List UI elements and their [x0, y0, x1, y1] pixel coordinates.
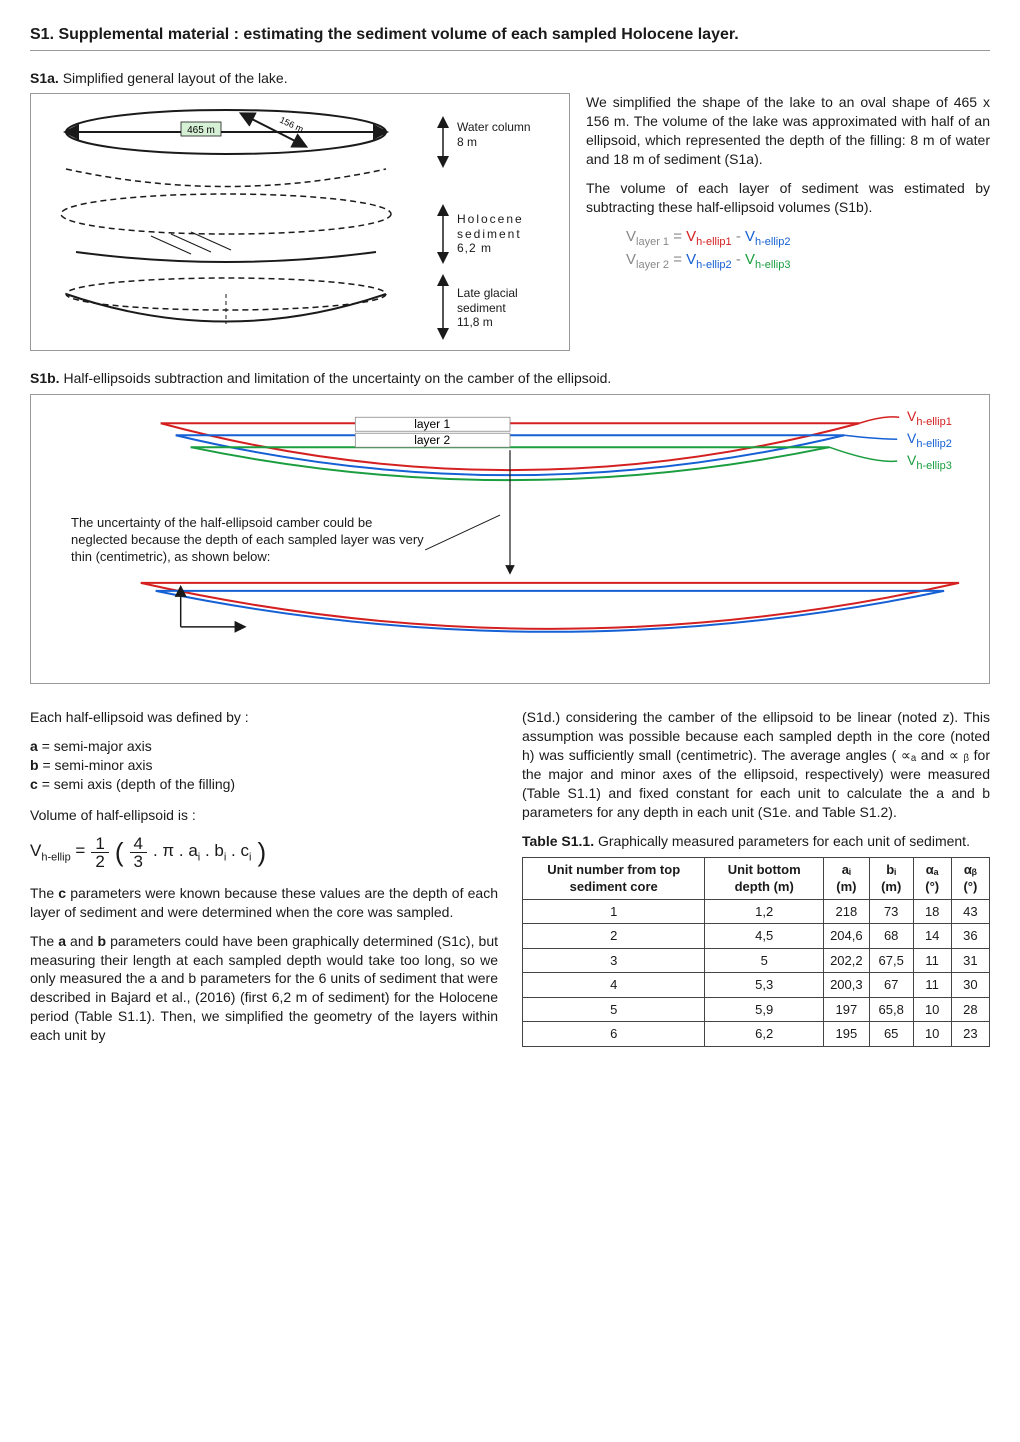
s1b-figure: layer 1 layer 2 Vh-ellip1 Vh-ellip2 Vh-e…: [30, 394, 990, 684]
s1b-caption-bold: S1b.: [30, 370, 60, 386]
left-column: Each half-ellipsoid was defined by : a =…: [30, 708, 498, 1055]
ab-paragraph: The a and b parameters could have been g…: [30, 932, 498, 1045]
s1a-p1: We simplified the shape of the lake to a…: [586, 93, 990, 169]
th-b: bᵢ (m): [869, 857, 913, 899]
c-label: c: [30, 776, 38, 792]
s1a-formula-2: Vlayer 2 = Vh-ellip2 - Vh-ellip3: [626, 250, 990, 273]
table-row: 3 5 202,2 67,5 11 31: [523, 948, 990, 973]
table-caption-text: Graphically measured parameters for each…: [598, 833, 970, 849]
def-intro: Each half-ellipsoid was defined by :: [30, 708, 498, 727]
a-label: a: [30, 738, 38, 754]
c-paragraph: The c parameters were known because thes…: [30, 884, 498, 922]
water-depth: 8 m: [457, 135, 531, 149]
s1a-text: We simplified the shape of the lake to a…: [586, 93, 990, 272]
right-paragraph: (S1d.) considering the camber of the ell…: [522, 708, 990, 821]
s1a-caption: S1a. Simplified general layout of the la…: [30, 69, 990, 88]
b-def: = semi-minor axis: [42, 757, 152, 773]
glacial-depth: 11,8 m: [457, 315, 569, 329]
s1b-caption-text: Half-ellipsoids subtraction and limitati…: [63, 370, 611, 386]
table-row: 4 5,3 200,3 67 11 30: [523, 973, 990, 998]
v1-label: Vh-ellip1: [907, 407, 952, 430]
layer1-label: layer 1: [414, 418, 450, 432]
th-unit: Unit number from top sediment core: [523, 857, 705, 899]
s1b-caption: S1b. Half-ellipsoids subtraction and lim…: [30, 369, 990, 388]
layer2-label: layer 2: [414, 434, 450, 448]
glacial-label-block: Late glacial sediment 11,8 m: [457, 286, 569, 329]
s1a-figure: 465 m 156 m: [30, 93, 570, 351]
table-caption-bold: Table S1.1.: [522, 833, 594, 849]
v2-label: Vh-ellip2: [907, 429, 952, 452]
length-label: 465 m: [187, 125, 215, 136]
s1a-p2: The volume of each layer of sediment was…: [586, 179, 990, 217]
th-alpha-a: αₐ (°): [913, 857, 951, 899]
s1b-note: The uncertainty of the half-ellipsoid ca…: [71, 515, 431, 566]
holocene-depth: 6,2 m: [457, 241, 569, 255]
s1a-caption-text: Simplified general layout of the lake.: [63, 70, 288, 86]
th-a: aᵢ (m): [823, 857, 869, 899]
b-label: b: [30, 757, 39, 773]
vol-intro: Volume of half-ellipsoid is :: [30, 806, 498, 825]
table-row: 1 1,2 218 73 18 43: [523, 899, 990, 924]
th-depth: Unit bottom depth (m): [705, 857, 824, 899]
a-def: = semi-major axis: [42, 738, 152, 754]
v3-label: Vh-ellip3: [907, 451, 952, 474]
s1a-formula-1: Vlayer 1 = Vh-ellip1 - Vh-ellip2: [626, 227, 990, 250]
c-def: = semi axis (depth of the filling): [42, 776, 235, 792]
s1a-caption-bold: S1a.: [30, 70, 59, 86]
vol-formula: Vh-ellip = 1 2 ( 4 3 . π . ai . bi . ci …: [30, 835, 498, 870]
table-row: 5 5,9 197 65,8 10 28: [523, 997, 990, 1022]
right-column: (S1d.) considering the camber of the ell…: [522, 708, 990, 1055]
glacial-label: Late glacial sediment: [457, 286, 569, 315]
holocene-label-block: Holocene sediment 6,2 m: [457, 212, 569, 255]
th-alpha-b: αᵦ (°): [951, 857, 989, 899]
table-row: 6 6,2 195 65 10 23: [523, 1022, 990, 1047]
table-row: 2 4,5 204,6 68 14 36: [523, 924, 990, 949]
table-s1-1: Unit number from top sediment core Unit …: [522, 857, 990, 1047]
water-label-block: Water column 8 m: [457, 120, 531, 149]
page-title: S1. Supplemental material : estimating t…: [30, 24, 990, 51]
table-header-row: Unit number from top sediment core Unit …: [523, 857, 990, 899]
holocene-label: Holocene sediment: [457, 212, 569, 241]
table-caption: Table S1.1. Graphically measured paramet…: [522, 832, 990, 851]
water-label: Water column: [457, 120, 531, 134]
